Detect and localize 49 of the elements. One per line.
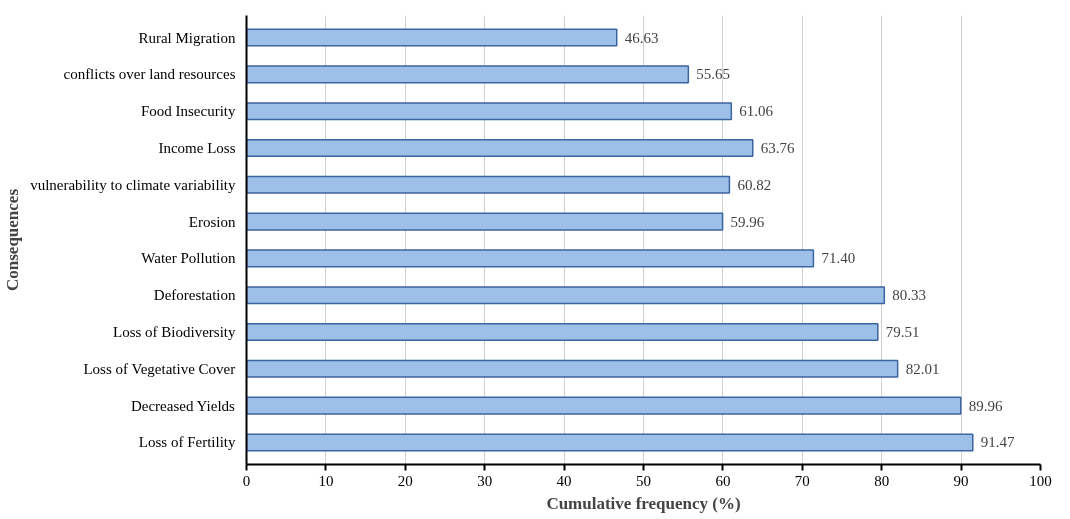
y-tick-label: Loss of Vegetative Cover	[83, 360, 236, 377]
bar	[246, 396, 962, 415]
bar	[246, 359, 899, 378]
y-axis-title: Consequences	[3, 188, 23, 291]
data-label: 55.65	[696, 66, 731, 83]
bar	[246, 286, 886, 305]
y-tick-label: Rural Migration	[138, 29, 236, 46]
data-label: 60.82	[737, 176, 772, 193]
bar	[246, 249, 815, 268]
data-label: 63.76	[760, 139, 795, 156]
x-tick-label: 20	[397, 472, 413, 489]
x-tick-label: 80	[874, 472, 890, 489]
bar	[246, 138, 754, 158]
x-tick-label: 10	[318, 472, 334, 489]
x-tick-label: 40	[556, 472, 572, 489]
data-label: 79.51	[885, 324, 920, 341]
data-label: 89.96	[968, 397, 1004, 414]
bar	[246, 433, 974, 452]
x-tick-label: 90	[953, 472, 969, 489]
y-tick-label: conflicts over land resources	[63, 66, 236, 83]
data-label: 61.06	[739, 103, 774, 120]
bar	[246, 175, 731, 194]
x-tick-label: 50	[636, 472, 651, 489]
y-tick-label: vulnerability to climate variability	[30, 176, 236, 193]
data-label: 91.47	[980, 434, 1016, 451]
data-label: 46.63	[624, 29, 659, 46]
x-axis-title: Cumulative frequency (%)	[546, 493, 741, 513]
data-label: 80.33	[892, 287, 927, 304]
y-tick-label: Erosion	[188, 213, 236, 230]
y-tick-label: Loss of Biodiversity	[113, 324, 236, 341]
y-tick-label: Loss of Fertility	[138, 434, 236, 451]
bar	[246, 212, 724, 231]
data-label: 82.01	[905, 360, 940, 377]
data-label: 71.40	[821, 250, 856, 267]
y-tick-label: Income Loss	[158, 139, 236, 156]
data-label: 59.96	[730, 213, 765, 230]
bar	[246, 322, 879, 342]
bar	[246, 102, 733, 121]
y-tick-label: Decreased Yields	[130, 397, 236, 414]
x-tick-label: 30	[477, 472, 493, 489]
x-tick-label: 0	[242, 472, 251, 489]
x-tick-label: 60	[715, 472, 731, 489]
bar	[246, 28, 618, 47]
bar	[246, 65, 690, 84]
y-tick-label: Water Pollution	[141, 250, 236, 267]
x-tick-label: 100	[1029, 472, 1052, 489]
y-tick-label: Food Insecurity	[140, 103, 236, 120]
x-tick-label: 70	[794, 472, 810, 489]
y-tick-label: Deforestation	[153, 287, 236, 304]
